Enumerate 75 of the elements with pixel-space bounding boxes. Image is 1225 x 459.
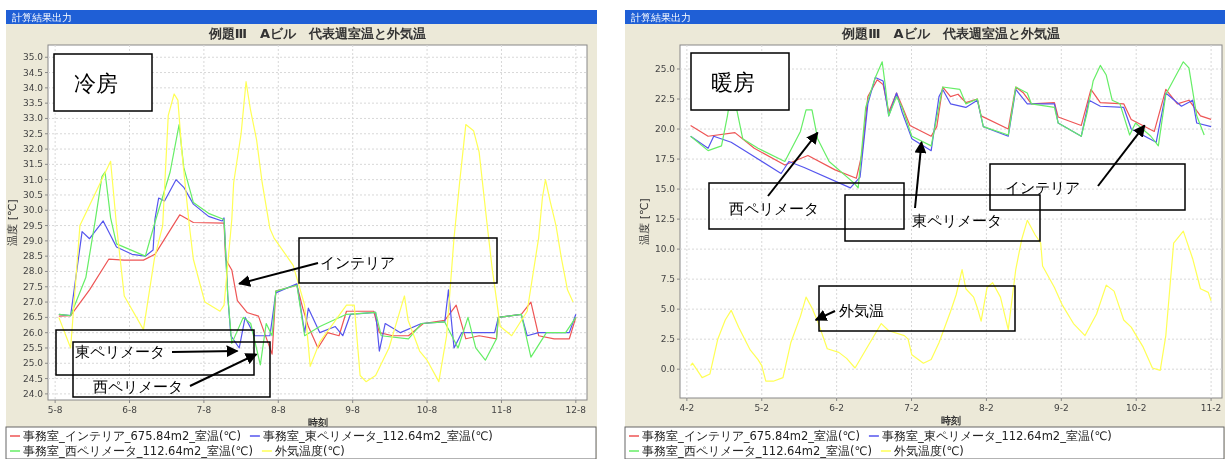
y-tick-label: 24.5 [22, 373, 43, 384]
chart-title: 例題Ⅲ Aビル 代表週室温と外気温 [207, 26, 427, 41]
y-axis-title: 温度 [℃] [638, 198, 651, 245]
x-tick-label: 6-8 [122, 405, 138, 415]
x-tick-label: 10-8 [416, 405, 438, 415]
chart-title: 例題Ⅲ Aビル 代表週室温と外気温 [841, 26, 1060, 41]
y-tick-label: 28.5 [22, 251, 43, 262]
y-tick-label: 5.0 [660, 304, 676, 315]
y-tick-label: 25.0 [22, 358, 44, 369]
y-tick-label: 27.0 [22, 297, 44, 308]
legend-label: 事務室_インテリア_675.84m2_室温(℃) [642, 429, 860, 443]
x-tick-label: 12-8 [565, 405, 587, 415]
x-tick-label: 9-8 [345, 405, 361, 415]
y-tick-label: 15.0 [654, 184, 676, 195]
annotation: インテリア [1005, 179, 1080, 197]
x-tick-label: 10-2 [1125, 403, 1147, 413]
y-tick-label: 12.5 [654, 214, 675, 225]
annotation: 西ペリメータ [93, 378, 183, 396]
x-tick-label: 11-8 [491, 405, 512, 415]
y-tick-label: 17.5 [654, 154, 675, 165]
x-tick-label: 7-2 [904, 403, 919, 413]
y-tick-label: 26.0 [22, 327, 44, 338]
y-tick-label: 30.5 [22, 189, 43, 200]
text: 計算結果出力 [12, 12, 72, 23]
legend-label: 外気温度(℃) [893, 444, 964, 458]
x-tick-label: 5-8 [47, 405, 63, 415]
y-tick-label: 10.0 [654, 244, 676, 255]
legend-label: 外気温度(℃) [274, 444, 345, 458]
legend-label: 事務室_西ペリメータ_112.64m2_室温(℃) [642, 444, 872, 458]
annotation: 東ペリメータ [912, 212, 1002, 230]
x-tick-label: 4-2 [679, 403, 695, 413]
x-tick-label: 11-2 [1200, 403, 1222, 413]
legend-label: 事務室_東ペリメータ_112.64m2_室温(℃) [262, 429, 493, 443]
y-tick-label: 25.5 [22, 342, 43, 353]
y-tick-label: 24.0 [22, 388, 44, 399]
annotation: 暖房 [711, 69, 755, 95]
y-tick-label: 27.5 [22, 281, 43, 292]
y-axis-title: 温度 [℃] [6, 199, 19, 246]
y-tick-label: 34.5 [22, 67, 43, 78]
y-tick-label: 33.5 [22, 98, 43, 109]
y-tick-label: 0.0 [660, 364, 676, 375]
annotation: 外気温 [839, 302, 884, 320]
x-axis-title: 時刻 [941, 415, 961, 426]
x-tick-label: 5-2 [754, 403, 770, 413]
y-tick-label: 32.5 [22, 128, 43, 139]
y-tick-label: 26.5 [22, 312, 43, 323]
annotation: 西ペリメータ [729, 200, 819, 218]
annotation: 冷房 [74, 70, 118, 96]
x-axis-title: 時刻 [307, 417, 328, 428]
y-tick-label: 2.5 [660, 334, 675, 345]
legend-label: 事務室_インテリア_675.84m2_室温(℃) [23, 429, 241, 443]
y-tick-label: 31.0 [22, 174, 44, 185]
y-tick-label: 22.5 [654, 94, 675, 105]
y-tick-label: 7.5 [660, 274, 675, 285]
annotation: 東ペリメータ [75, 343, 165, 361]
y-tick-label: 29.0 [22, 235, 44, 246]
y-tick-label: 28.0 [22, 266, 44, 277]
x-tick-label: 8-2 [979, 403, 994, 413]
y-tick-label: 31.5 [22, 159, 43, 170]
y-tick-label: 29.5 [22, 220, 43, 231]
y-tick-label: 20.0 [654, 124, 676, 135]
x-tick-label: 7-8 [196, 405, 212, 415]
legend-label: 事務室_西ペリメータ_112.64m2_室温(℃) [23, 444, 253, 458]
x-tick-label: 8-8 [270, 405, 286, 415]
y-tick-label: 30.0 [22, 205, 44, 216]
y-tick-label: 25.0 [654, 64, 676, 75]
y-tick-label: 33.0 [22, 113, 44, 124]
y-tick-label: 35.0 [22, 52, 44, 63]
legend-label: 事務室_東ペリメータ_112.64m2_室温(℃) [881, 429, 1112, 443]
x-tick-label: 9-2 [1053, 403, 1069, 413]
y-tick-label: 34.0 [22, 82, 44, 93]
y-tick-label: 32.0 [22, 144, 44, 155]
x-tick-label: 6-2 [829, 403, 844, 413]
annotation: インテリア [320, 254, 395, 272]
text: 計算結果出力 [631, 12, 691, 23]
